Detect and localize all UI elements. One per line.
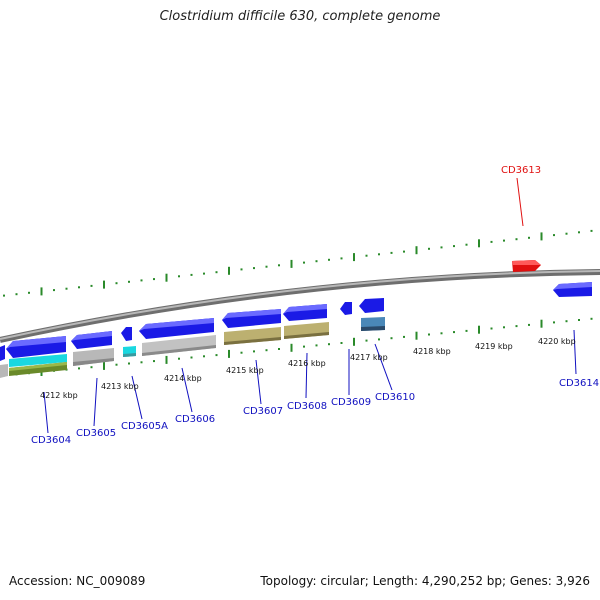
forward-strand-genes [512,260,541,272]
upper-tick-track [3,229,593,297]
gene-left-gray-bar[interactable] [0,364,8,378]
map-title: Clostridium difficile 630, complete geno… [159,9,441,24]
kbp-label: 4216 kbp [288,359,326,368]
position-labels: 4212 kbp 4213 kbp 4214 kbp 4215 kbp 4216… [40,337,576,400]
reverse-strand-genes [0,282,592,361]
gene-cd3607-khaki-bar[interactable] [224,327,281,345]
gene-label-cd3604[interactable]: CD3604 [31,435,71,446]
genome-backbone [0,269,600,343]
gene-cd3605a-cyan-bar[interactable] [123,346,136,357]
gene-label-cd3609[interactable]: CD3609 [331,397,371,408]
gene-cd3605-gray-bar[interactable] [73,348,114,366]
topology-label: Topology: circular; Length: 4,290,252 bp… [260,574,590,588]
gene-cd3613-feature[interactable] [512,260,541,272]
feature-bars [0,317,385,378]
gene-cd3604-cyan-bar[interactable] [9,354,67,367]
gene-label-cd3605[interactable]: CD3605 [76,428,116,439]
kbp-label: 4219 kbp [475,342,513,351]
gene-cd3609-feature[interactable] [340,302,352,315]
label-leader-lines [43,177,577,434]
gene-labels: CD3604 CD3605 CD3605A CD3606 CD3607 CD36… [31,165,599,446]
genome-backbone-highlight [0,270,600,340]
gene-cd3610-feature[interactable] [359,298,384,313]
kbp-label: 4215 kbp [226,366,264,375]
gene-label-cd3610[interactable]: CD3610 [375,392,415,403]
gene-label-cd3613[interactable]: CD3613 [501,165,541,176]
kbp-label: 4217 kbp [350,353,388,362]
kbp-label: 4214 kbp [164,374,202,383]
kbp-label: 4213 kbp [101,382,139,391]
gene-cd3608-feature[interactable] [283,304,327,321]
gene-cd3606-feature[interactable] [139,318,214,339]
accession-label: Accession: NC_009089 [9,574,146,588]
gene-label-cd3608[interactable]: CD3608 [287,401,327,412]
gene-cd3604-feature[interactable] [6,336,66,358]
gene-cd3610-steel-bar[interactable] [361,317,385,331]
gene-label-cd3606[interactable]: CD3606 [175,414,215,425]
gene-label-cd3605a[interactable]: CD3605A [121,421,168,432]
gene-cd3605-feature[interactable] [71,331,112,349]
gene-label-cd3607[interactable]: CD3607 [243,406,283,417]
kbp-label: 4218 kbp [413,347,451,356]
gene-cd3607-feature[interactable] [222,309,281,328]
gene-cd3604-green-bar[interactable] [9,362,67,376]
lower-tick-track [3,317,593,377]
gene-cd3614-feature[interactable] [553,282,592,297]
gene-cd3605a-feature[interactable] [121,327,132,341]
kbp-label: 4220 kbp [538,337,576,346]
gene-cd3606-gray-bar[interactable] [142,335,216,356]
kbp-label: 4212 kbp [40,391,78,400]
gene-label-cd3614[interactable]: CD3614 [559,378,599,389]
gene-cd3608-khaki-bar[interactable] [284,322,329,339]
gene-left-edge-feature[interactable] [0,345,5,361]
